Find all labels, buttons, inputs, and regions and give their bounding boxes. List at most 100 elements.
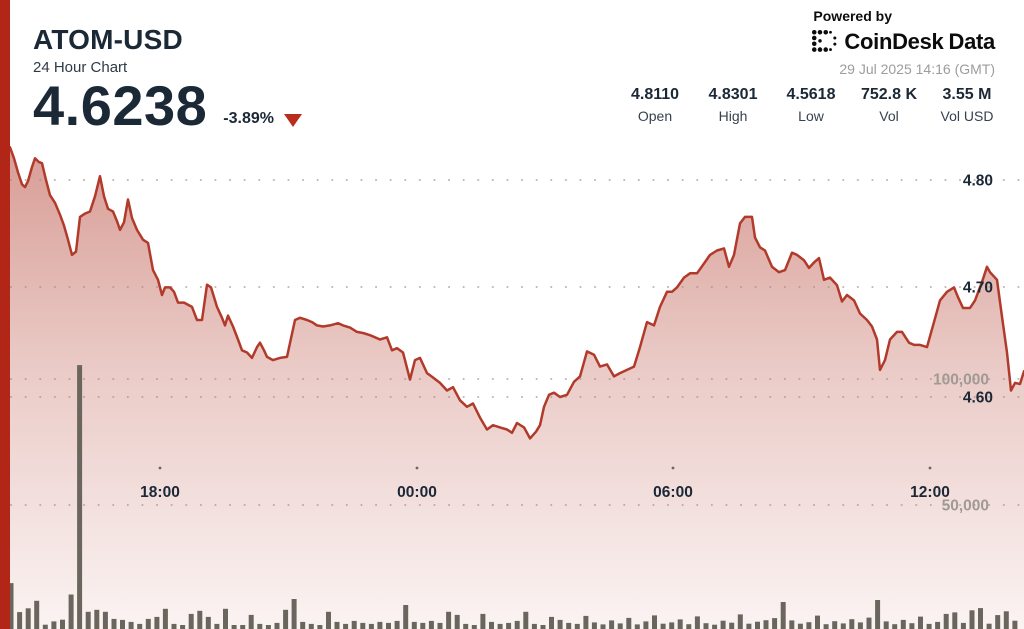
volume-bar — [823, 624, 829, 629]
volume-bar — [815, 615, 820, 629]
volume-bar — [274, 622, 280, 629]
volume-bar — [240, 625, 246, 629]
volume-bar — [694, 616, 700, 629]
volume-bar — [900, 619, 906, 629]
volume-bar — [686, 624, 692, 629]
ohlc-stats-row: 4.8110 Open 4.8301 High 4.5618 Low 752.8… — [616, 86, 1006, 124]
volume-bar — [943, 613, 949, 629]
stat-vol-usd-value: 3.55 M — [942, 86, 992, 103]
price-axis-label-4.70: 4.70 — [963, 280, 993, 297]
volume-bar — [463, 623, 469, 629]
volume-bar — [102, 611, 108, 629]
stat-open-label: Open — [637, 108, 673, 124]
volume-bar — [643, 621, 649, 629]
volume-bar — [403, 605, 409, 629]
volume-bar — [617, 623, 623, 629]
volume-bar — [960, 622, 966, 629]
time-tick-dot-00:00 — [415, 466, 419, 470]
branding-block: Powered by CoinDesk Data 29 Jul 2025 14:… — [811, 8, 995, 77]
volume-bar — [171, 623, 177, 629]
volume-bar — [780, 602, 786, 629]
stat-low-value: 4.5618 — [786, 86, 836, 103]
chart-period-subtitle: 24 Hour Chart — [33, 59, 128, 76]
volume-bar — [428, 620, 434, 629]
time-axis-label-18:00: 18:00 — [140, 484, 180, 501]
volume-bar — [317, 625, 323, 629]
stat-open: 4.8110 Open — [616, 86, 694, 124]
volume-bar — [368, 623, 374, 629]
stat-vol: 752.8 K Vol — [850, 86, 928, 124]
stat-vol-usd-label: Vol USD — [940, 108, 994, 124]
volume-bar — [737, 614, 743, 629]
volume-bar — [420, 622, 426, 629]
volume-bar — [394, 620, 400, 629]
volume-bar — [540, 625, 546, 629]
volume-bar — [523, 611, 529, 629]
volume-bar — [377, 621, 383, 629]
price-row: 4.6238 -3.89% — [33, 78, 302, 134]
volume-bar — [531, 623, 537, 629]
volume-bar — [162, 608, 168, 629]
stat-high-label: High — [718, 108, 748, 124]
volume-bar — [283, 609, 289, 629]
volume-bar — [892, 624, 898, 629]
volume-bar — [248, 614, 254, 629]
stat-high-value: 4.8301 — [708, 86, 758, 103]
volume-bar — [180, 625, 186, 629]
volume-bar — [60, 619, 65, 629]
volume-bar — [68, 594, 74, 629]
volume-bar — [334, 621, 340, 629]
volume-bar — [772, 618, 778, 629]
volume-bar — [634, 624, 640, 629]
volume-bar — [42, 624, 48, 629]
volume-bar — [120, 619, 125, 629]
volume-bar — [935, 621, 941, 629]
left-accent-bar — [0, 0, 10, 629]
volume-bar — [626, 617, 632, 629]
volume-bar — [574, 623, 580, 629]
price-axis-label-4.80: 4.80 — [963, 173, 993, 190]
price-line — [8, 146, 1024, 440]
volume-bar — [857, 622, 863, 629]
volume-bar — [446, 611, 452, 629]
volume-bar — [257, 623, 263, 629]
volume-bar — [866, 617, 872, 629]
chart-timestamp: 29 Jul 2025 14:16 (GMT) — [839, 61, 995, 77]
volume-bar — [128, 621, 134, 629]
volume-bar — [411, 621, 417, 629]
volume-bar — [566, 622, 572, 629]
volume-bar — [746, 623, 752, 629]
volume-bar — [918, 616, 923, 629]
volume-axis-label-50000: 50,000 — [942, 498, 989, 515]
volume-bar — [506, 622, 512, 629]
volume-bar — [8, 583, 14, 629]
volume-bar — [265, 625, 271, 629]
stat-low: 4.5618 Low — [772, 86, 850, 124]
volume-bar — [677, 619, 683, 629]
volume-bar — [154, 616, 160, 629]
volume-bar — [231, 625, 237, 629]
volume-bar — [85, 611, 91, 629]
volume-bar — [1003, 611, 1009, 629]
volume-bar — [720, 620, 726, 629]
volume-bar — [480, 613, 486, 629]
volume-bar — [360, 622, 366, 629]
volume-bar — [832, 621, 838, 629]
volume-bar — [703, 623, 709, 629]
current-price: 4.6238 — [33, 74, 208, 137]
volume-bar — [17, 612, 23, 629]
volume-bar — [978, 608, 983, 629]
volume-bar — [849, 619, 855, 629]
coindesk-logo-icon — [812, 29, 837, 52]
price-axis-label-4.60: 4.60 — [963, 390, 993, 407]
volume-bar — [969, 610, 975, 629]
volume-axis-label-100000: 100,000 — [933, 372, 989, 389]
volume-bar — [386, 622, 391, 629]
symbol-title: ATOM-USD — [33, 24, 183, 55]
volume-bar — [609, 620, 615, 629]
volume-bar — [197, 610, 203, 629]
volume-bar — [1012, 620, 1018, 629]
volume-bar — [926, 623, 932, 629]
volume-bar — [471, 625, 477, 629]
volume-bar — [652, 615, 657, 629]
